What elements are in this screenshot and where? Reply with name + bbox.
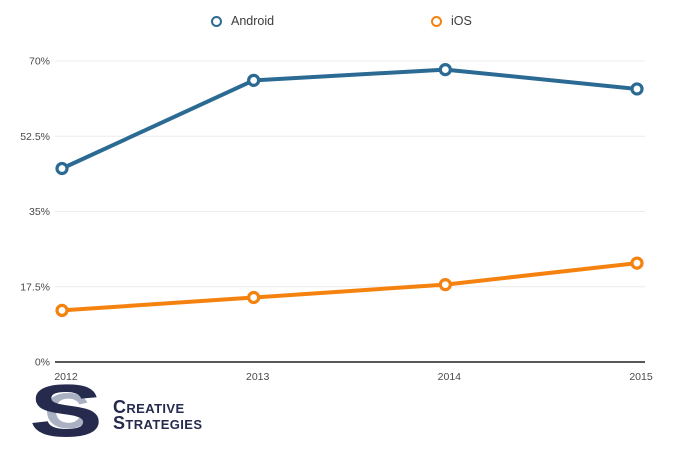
logo-text-line2: Strategies [113, 413, 203, 433]
logo-text-line1: Creative [113, 397, 185, 417]
x-tick-label: 2012 [54, 371, 78, 383]
android-marker-2013 [247, 73, 261, 87]
android-marker-2014 [438, 62, 452, 77]
android-line [60, 67, 639, 171]
monogram-letter-s: S [28, 369, 104, 453]
android-marker-2015 [630, 82, 644, 96]
y-tick-label: 70% [29, 56, 50, 68]
ios-legend-marker-icon [431, 15, 442, 27]
x-tick-label: 2015 [629, 371, 653, 383]
y-tick-label: 0% [35, 357, 50, 369]
android-marker-2012 [55, 161, 69, 176]
ios-marker-2012 [55, 303, 69, 317]
line-chart: 0% 17.5% 35% 52.5% 70% 2012 2013 2014 2015 [20, 56, 653, 384]
y-tick-label: 52.5% [20, 131, 50, 143]
android-legend-marker-icon [211, 15, 222, 27]
legend-item-ios: iOS [431, 14, 472, 28]
ios-line [60, 261, 639, 313]
cs-monogram-icon: C S [26, 374, 106, 448]
legend-item-android: Android [211, 14, 274, 28]
y-tick-label: 35% [29, 206, 50, 218]
monogram-letter-c: C [44, 383, 90, 440]
ios-marker-2015 [630, 256, 644, 270]
logo-wordmark: Creative Strategies [113, 397, 203, 433]
y-tick-label: 17.5% [20, 281, 50, 293]
creative-strategies-logo: C S Creative Strategies [26, 374, 203, 448]
ios-marker-2014 [438, 278, 452, 292]
chart-legend: Android iOS [0, 0, 700, 36]
ios-marker-2013 [247, 290, 261, 305]
x-tick-label: 2013 [246, 371, 270, 383]
x-tick-label: 2014 [438, 371, 462, 383]
legend-label: Android [231, 14, 275, 28]
legend-label: iOS [451, 14, 472, 28]
